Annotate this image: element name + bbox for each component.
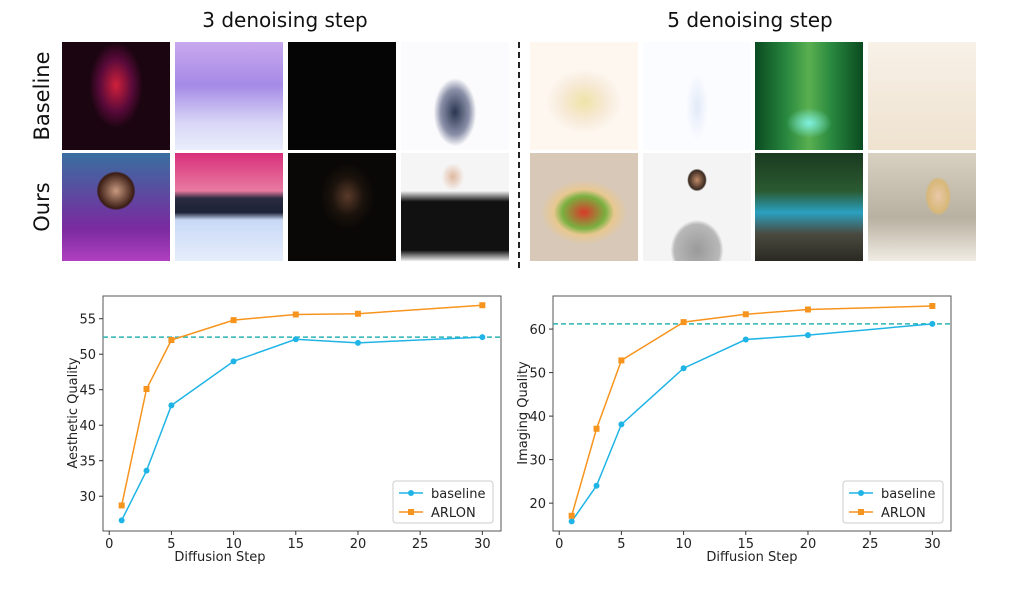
chart2-point-arlon	[680, 319, 687, 326]
chart2-point-baseline	[618, 421, 625, 428]
thumbnail-left-ours-2	[175, 153, 283, 261]
chart1-point-baseline	[479, 334, 486, 341]
chart2-legend-label: baseline	[881, 487, 935, 502]
chart1-point-arlon	[292, 311, 299, 318]
chart2-xlabel: Diffusion Step	[706, 550, 797, 565]
chart1-point-baseline	[118, 517, 125, 524]
chart1-point-baseline	[143, 467, 150, 474]
chart2-point-baseline	[742, 336, 749, 343]
chart2-xtick-label: 5	[617, 537, 625, 552]
chart2-xtick-label: 0	[555, 537, 563, 552]
chart2-xtick-label: 20	[800, 537, 817, 552]
thumbnail-right-ours-1	[530, 153, 638, 261]
thumbnail-right-baseline-1	[530, 42, 638, 150]
chart2-xtick-label: 25	[862, 537, 879, 552]
chart2-legend-label: ARLON	[881, 506, 926, 521]
chart2-xtick-label: 15	[738, 537, 755, 552]
chart1-xtick-label: 30	[474, 537, 491, 552]
chart2-point-baseline	[929, 320, 936, 327]
thumbnail-right-ours-2	[643, 153, 751, 261]
thumbnail-left-ours-4	[401, 153, 509, 261]
chart1-point-baseline	[168, 402, 175, 409]
chart1-xtick-label: 20	[350, 537, 367, 552]
chart1-point-arlon	[230, 317, 237, 324]
chart1-legend-marker	[408, 509, 414, 515]
chart2-point-arlon	[804, 306, 811, 313]
left-panel-title: 3 denoising step	[202, 8, 368, 32]
thumbnail-left-ours-1	[62, 153, 170, 261]
chart2-ytick-label: 40	[529, 410, 546, 425]
chart1-ytick-label: 35	[79, 455, 96, 470]
chart1-legend-label: baseline	[431, 487, 485, 502]
chart1-xtick-label: 10	[225, 537, 242, 552]
chart1-point-baseline	[230, 358, 237, 365]
thumbnail-left-baseline-2	[175, 42, 283, 150]
chart2-ytick-label: 50	[529, 367, 546, 382]
chart1-point-arlon	[143, 386, 150, 393]
chart2-point-arlon	[618, 357, 625, 364]
chart2-xtick-label: 30	[924, 537, 941, 552]
chart1-ytick-label: 30	[79, 490, 96, 505]
thumbnail-right-baseline-3	[755, 42, 863, 150]
right-panel-title: 5 denoising step	[667, 8, 833, 32]
chart2-frame	[552, 295, 952, 532]
chart1-ytick-label: 40	[79, 419, 96, 434]
chart1-ytick-label: 50	[79, 348, 96, 363]
thumbnail-right-ours-4	[868, 153, 976, 261]
chart1-legend-marker	[408, 490, 414, 496]
chart2-legend-marker	[858, 509, 864, 515]
chart2-point-arlon	[568, 512, 575, 519]
thumbnail-right-baseline-2	[643, 42, 751, 150]
panel-divider	[518, 42, 520, 268]
chart2-point-arlon	[742, 311, 749, 318]
chart2-point-baseline	[593, 482, 600, 489]
chart1-point-baseline	[354, 339, 361, 346]
chart2-point-baseline	[804, 332, 811, 339]
chart2-ytick-label: 20	[529, 497, 546, 512]
chart2-ytick-label: 30	[529, 454, 546, 469]
chart1-xtick-label: 5	[167, 537, 175, 552]
chart2-point-baseline	[680, 365, 687, 372]
thumbnail-right-ours-3	[755, 153, 863, 261]
chart1-xlabel: Diffusion Step	[174, 550, 265, 565]
chart1-point-arlon	[479, 302, 486, 309]
chart1-point-arlon	[354, 310, 361, 317]
chart2-legend-marker	[858, 490, 864, 496]
chart1-point-baseline	[292, 336, 299, 343]
chart2-xtick-label: 10	[675, 537, 692, 552]
chart1-ytick-label: 45	[79, 384, 96, 399]
chart1-ylabel: Aesthetic Quality	[66, 357, 81, 469]
chart1-line-arlon	[120, 304, 483, 506]
thumbnail-left-baseline-1	[62, 42, 170, 150]
chart2-point-arlon	[929, 303, 936, 310]
chart2-point-baseline	[568, 518, 575, 525]
chart2-ytick-label: 60	[529, 323, 546, 338]
chart1-point-arlon	[118, 502, 125, 509]
chart1-xtick-label: 25	[412, 537, 429, 552]
chart1-point-arlon	[168, 337, 175, 344]
thumbnail-left-ours-3	[288, 153, 396, 261]
thumbnail-right-baseline-4	[868, 42, 976, 150]
chart1-frame	[102, 295, 502, 532]
thumbnail-left-baseline-4	[401, 42, 509, 150]
chart2-ylabel: Imaging Quality	[516, 361, 531, 465]
chart1-legend-label: ARLON	[431, 506, 476, 521]
thumbnail-left-baseline-3	[288, 42, 396, 150]
chart1-xtick-label: 15	[288, 537, 305, 552]
chart2-point-arlon	[593, 425, 600, 432]
chart1-ytick-label: 55	[79, 313, 96, 328]
chart1-xtick-label: 0	[105, 537, 113, 552]
